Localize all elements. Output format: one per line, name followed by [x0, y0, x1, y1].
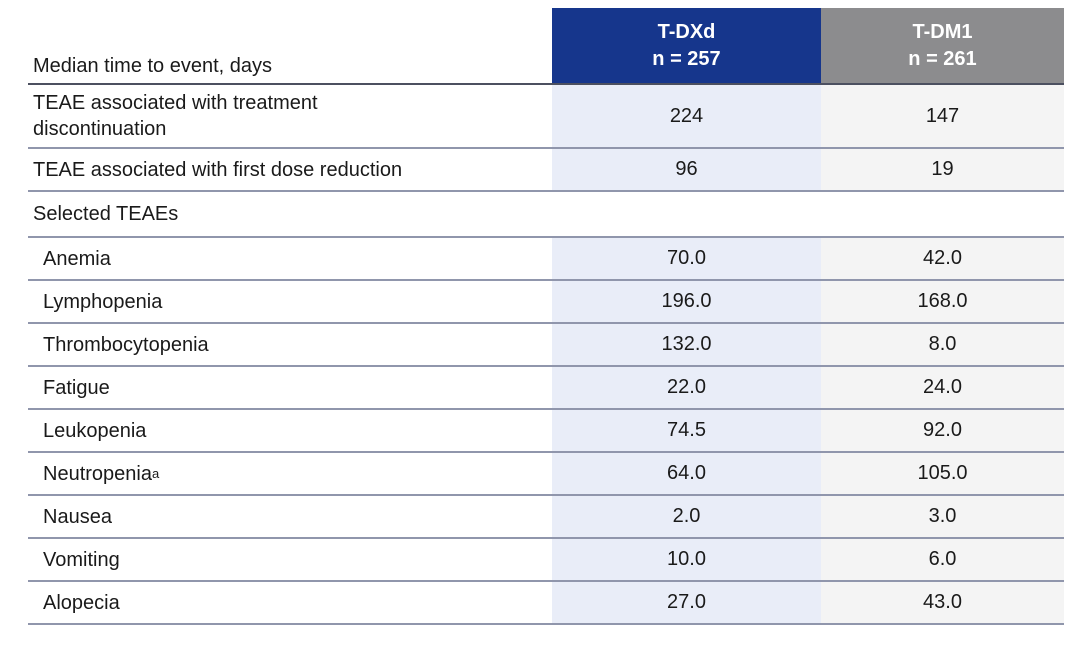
- value-cell-tdxd: 22.0: [552, 367, 821, 408]
- value-cell-tdm1: 92.0: [821, 410, 1064, 451]
- column-header-tdxd-treatment: T-DXd: [657, 20, 716, 43]
- value-cell-tdm1: 24.0: [821, 367, 1064, 408]
- table-row: Selected TEAEs: [28, 192, 1064, 238]
- table-body: TEAE associated with treatment discontin…: [28, 85, 1064, 625]
- row-label: Vomiting: [28, 539, 552, 580]
- row-label: TEAE associated with first dose reductio…: [28, 149, 552, 190]
- value-cell-tdxd: 27.0: [552, 582, 821, 623]
- median-time-to-event-table: Median time to event, days T-DXd n = 257…: [28, 8, 1064, 625]
- column-header-tdm1: T-DM1 n = 261: [821, 8, 1064, 83]
- row-label: Selected TEAEs: [28, 192, 552, 236]
- value-cell-tdxd: 70.0: [552, 238, 821, 279]
- row-label-text: Fatigue: [43, 376, 110, 399]
- row-label: Anemia: [28, 238, 552, 279]
- row-label-text: TEAE associated with first dose reductio…: [33, 158, 403, 181]
- value-cell-tdm1: 3.0: [821, 496, 1064, 537]
- value-cell-tdxd: 224: [552, 85, 821, 147]
- row-label-text: Vomiting: [43, 548, 120, 571]
- corner-header-label: Median time to event, days: [33, 55, 273, 77]
- table-row: TEAE associated with treatment discontin…: [28, 85, 1064, 149]
- column-header-tdm1-n: n = 261: [908, 47, 977, 70]
- value-cell-tdm1: 6.0: [821, 539, 1064, 580]
- value-cell-tdxd: [552, 192, 821, 236]
- value-cell-tdm1: 168.0: [821, 281, 1064, 322]
- column-header-tdxd-n: n = 257: [652, 47, 721, 70]
- value-cell-tdm1: [821, 192, 1064, 236]
- table-row: Nausea 2.0 3.0: [28, 496, 1064, 539]
- value-cell-tdm1: 8.0: [821, 324, 1064, 365]
- value-cell-tdxd: 64.0: [552, 453, 821, 494]
- table-row: Thrombocytopenia 132.0 8.0: [28, 324, 1064, 367]
- table-row: Alopecia 27.0 43.0: [28, 582, 1064, 625]
- row-label-text: Leukopenia: [43, 419, 147, 442]
- value-cell-tdm1: 147: [821, 85, 1064, 147]
- value-cell-tdm1: 42.0: [821, 238, 1064, 279]
- table-row: Vomiting 10.0 6.0: [28, 539, 1064, 582]
- value-cell-tdxd: 2.0: [552, 496, 821, 537]
- value-cell-tdxd: 196.0: [552, 281, 821, 322]
- row-label-text: Thrombocytopenia: [43, 333, 209, 356]
- row-label-text: TEAE associated with treatment discontin…: [33, 92, 318, 140]
- row-label: Nausea: [28, 496, 552, 537]
- column-header-tdxd: T-DXd n = 257: [552, 8, 821, 83]
- row-label: Neutropenia a: [43, 462, 160, 485]
- value-cell-tdm1: 105.0: [821, 453, 1064, 494]
- row-label: Alopecia: [28, 582, 552, 623]
- value-cell-tdxd: 10.0: [552, 539, 821, 580]
- row-label: Lymphopenia: [28, 281, 552, 322]
- table-row: TEAE associated with first dose reductio…: [28, 149, 1064, 192]
- row-label: Thrombocytopenia: [28, 324, 552, 365]
- table-row: Neutropenia a 64.0 105.0: [28, 453, 1064, 496]
- row-label-text: Nausea: [43, 505, 112, 528]
- row-label: Leukopenia: [28, 410, 552, 451]
- value-cell-tdm1: 19: [821, 149, 1064, 190]
- value-cell-tdxd: 96: [552, 149, 821, 190]
- row-label: TEAE associated with treatment discontin…: [28, 85, 552, 147]
- row-label-text: Anemia: [43, 247, 111, 270]
- table-row: Fatigue 22.0 24.0: [28, 367, 1064, 410]
- row-label-text: Alopecia: [43, 591, 120, 614]
- table-row: Anemia 70.0 42.0: [28, 238, 1064, 281]
- table-header-row: Median time to event, days T-DXd n = 257…: [28, 8, 1064, 85]
- row-label-text: Selected TEAEs: [33, 203, 179, 225]
- table-row: Lymphopenia 196.0 168.0: [28, 281, 1064, 324]
- value-cell-tdxd: 74.5: [552, 410, 821, 451]
- row-label-text: Lymphopenia: [43, 290, 163, 313]
- column-header-tdm1-treatment: T-DM1: [912, 20, 973, 43]
- table-row: Leukopenia 74.5 92.0: [28, 410, 1064, 453]
- row-label: Fatigue: [28, 367, 552, 408]
- value-cell-tdxd: 132.0: [552, 324, 821, 365]
- row-label-text: Neutropenia: [43, 462, 152, 485]
- value-cell-tdm1: 43.0: [821, 582, 1064, 623]
